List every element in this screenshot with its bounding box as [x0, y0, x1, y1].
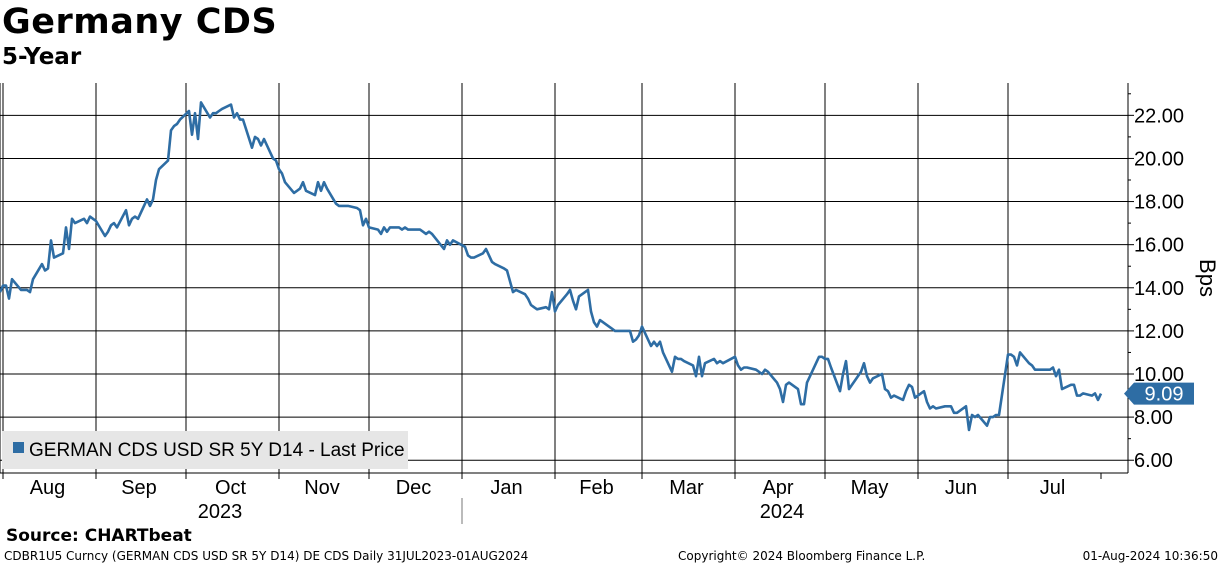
legend[interactable]: GERMAN CDS USD SR 5Y D14 - Last Price	[2, 431, 408, 469]
x-tick-label: Feb	[579, 477, 613, 499]
x-tick-label: Aug	[30, 477, 66, 499]
y-axis-label: Bps	[1195, 259, 1220, 297]
series-line	[0, 101, 1103, 432]
y-tick-label: 12.00	[1134, 321, 1184, 343]
last-price-value: 9.09	[1145, 384, 1184, 406]
y-tick-label: 6.00	[1134, 450, 1173, 472]
x-tick-label: Apr	[762, 477, 793, 499]
x-tick-label: Jan	[490, 477, 522, 499]
x-tick-label: Dec	[396, 477, 432, 499]
y-tick-label: 8.00	[1134, 407, 1173, 429]
timestamp: 01-Aug-2024 10:36:50	[1082, 549, 1218, 563]
series-line-group	[0, 101, 1103, 432]
y-tick-label: 10.00	[1134, 364, 1184, 386]
last-price-tag-shape	[1124, 382, 1194, 405]
x-tick-label: May	[851, 477, 889, 499]
x-axis: Aug Sep Oct Nov Dec Jan Feb Mar Apr May Jun Jul 2023…	[2, 473, 1102, 524]
y-tick-label: 18.00	[1134, 192, 1184, 214]
grid-lines	[0, 83, 1128, 474]
y-axis: 6.00 8.00 10.00 12.00 14.00 16.00 18.00 20.00 22…	[1127, 83, 1184, 473]
legend-label: GERMAN CDS USD SR 5Y D14 - Last Price	[29, 440, 405, 461]
y-tick-label: 22.00	[1134, 105, 1184, 127]
copyright: Copyright© 2024 Bloomberg Finance L.P.	[678, 549, 926, 563]
x-tick-label: Jul	[1040, 477, 1066, 499]
chart-subtitle: 5-Year	[2, 44, 82, 70]
year-label: 2023	[198, 501, 243, 523]
chart-canvas: 6.00 8.00 10.00 12.00 14.00 16.00 18.00 20.00 22…	[0, 83, 1220, 524]
x-tick-label: Oct	[215, 477, 247, 499]
chart-title: Germany CDS	[2, 2, 278, 42]
y-tick-label: 16.00	[1134, 235, 1184, 257]
source-note: Source: CHARTbeat	[6, 526, 192, 546]
legend-background	[2, 431, 408, 469]
y-tick-label: 14.00	[1134, 278, 1184, 300]
last-price-tag: 9.09	[1124, 382, 1194, 406]
x-tick-label: Nov	[304, 477, 340, 499]
ticker-info: CDBR1U5 Curncy (GERMAN CDS USD SR 5Y D14…	[4, 549, 529, 563]
x-tick-label: Jun	[945, 477, 977, 499]
x-tick-label: Mar	[669, 477, 704, 499]
x-tick-label: Sep	[121, 477, 157, 499]
y-tick-label: 20.00	[1134, 148, 1184, 170]
legend-swatch	[13, 442, 24, 453]
year-label: 2024	[760, 501, 805, 523]
